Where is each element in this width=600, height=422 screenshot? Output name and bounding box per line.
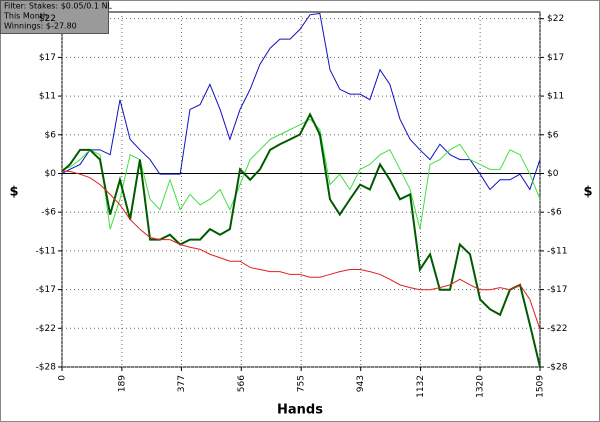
x-axis-title: Hands — [277, 403, 323, 418]
y-tick-label: $11 — [39, 92, 56, 102]
y-tick-label: -$17 — [36, 285, 56, 295]
y-tick-label: $17 — [39, 53, 56, 63]
filter-text: Winnings: $-27.80 — [4, 22, 77, 31]
y2-tick-label: -$22 — [547, 324, 567, 334]
y-tick-label: $6 — [45, 130, 57, 140]
y2-tick-label: $0 — [547, 169, 559, 179]
y-tick-label: -$11 — [36, 246, 56, 256]
y-tick-label: $22 — [39, 14, 56, 24]
x-tick-label: 755 — [297, 375, 307, 392]
y2-tick-label: $6 — [547, 130, 559, 140]
y-tick-label: -$6 — [41, 208, 56, 218]
y2-tick-label: -$11 — [547, 246, 567, 256]
filter-text: Filter: Stakes: $0.05/0.1 NL — [4, 2, 113, 11]
filter-box — [0, 0, 109, 34]
x-tick-label: 377 — [177, 375, 187, 392]
lines — [61, 12, 541, 368]
y2-tick-label: -$17 — [547, 285, 567, 295]
x-tick-label: 566 — [237, 375, 247, 392]
x-tick-label: 0 — [58, 375, 68, 381]
y2-tick-label: $17 — [547, 53, 564, 63]
x-tick-label: 943 — [356, 375, 366, 392]
series-line — [61, 112, 541, 368]
y-tick-label: -$28 — [36, 363, 57, 373]
x-tick-label: 1509 — [536, 375, 546, 398]
y2-tick-label: $22 — [547, 14, 564, 24]
y2-tick-label: -$6 — [547, 208, 562, 218]
x-tick-label: 1132 — [416, 375, 426, 398]
x-tick-label: 189 — [117, 375, 127, 392]
y2-tick-label: $11 — [547, 92, 564, 102]
y2-axis-title: $ — [583, 185, 592, 200]
plot-area — [61, 11, 541, 368]
y-tick-label: -$22 — [36, 324, 56, 334]
y-tick-label: $0 — [45, 169, 57, 179]
series-line — [62, 170, 541, 330]
y-axis-title: $ — [9, 185, 18, 200]
y2-tick-label: -$28 — [547, 363, 568, 373]
series-line — [61, 12, 541, 191]
x-tick-label: 1320 — [476, 375, 486, 398]
filter-text: This Month — [3, 12, 48, 21]
